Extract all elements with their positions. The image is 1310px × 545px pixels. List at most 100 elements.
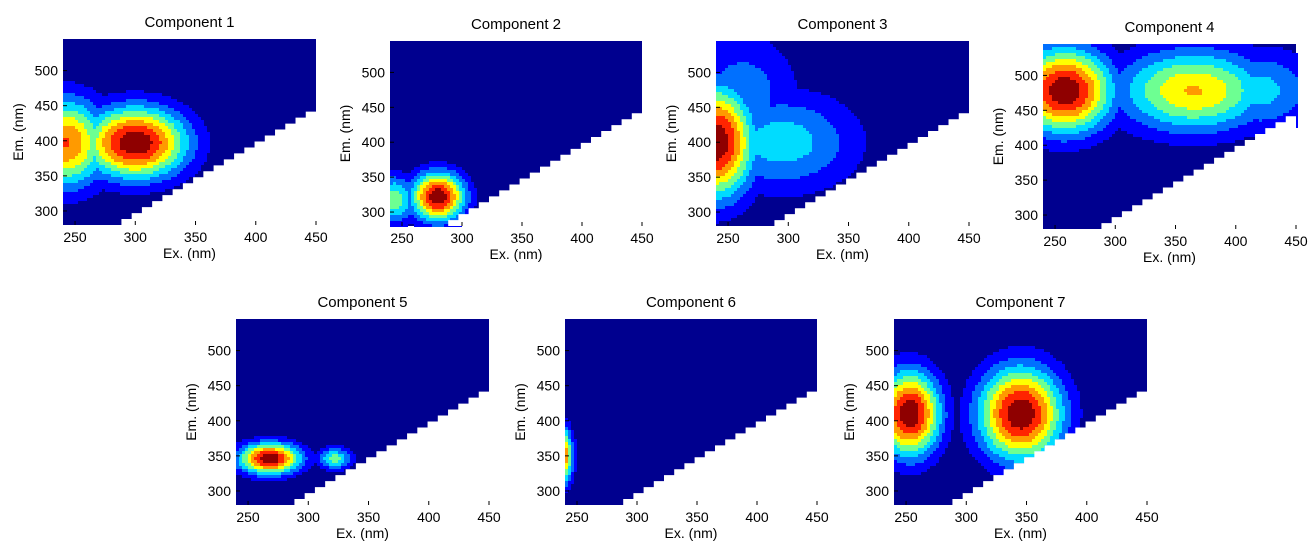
y-axis-label: Em. (nm) bbox=[990, 108, 1006, 166]
x-tick-label: 400 bbox=[570, 230, 594, 246]
x-axis-label: Ex. (nm) bbox=[994, 525, 1047, 541]
y-tick-label: 350 bbox=[362, 169, 386, 185]
x-tick-label: 400 bbox=[244, 229, 268, 245]
panel-title: Component 3 bbox=[797, 16, 887, 33]
panel-title: Component 1 bbox=[144, 14, 234, 31]
y-axis-label: Em. (nm) bbox=[183, 383, 199, 441]
panel-title: Component 6 bbox=[646, 294, 736, 311]
x-tick-label: 350 bbox=[1015, 509, 1039, 525]
x-tick-label: 450 bbox=[630, 230, 654, 246]
scatter-mask bbox=[438, 107, 642, 226]
y-tick-label: 300 bbox=[208, 483, 232, 499]
y-tick-label: 400 bbox=[362, 134, 386, 150]
x-tick-label: 350 bbox=[510, 230, 534, 246]
y-tick-label: 350 bbox=[1015, 172, 1039, 188]
y-tick-label: 350 bbox=[537, 448, 561, 464]
x-tick-label: 400 bbox=[417, 509, 441, 525]
scatter-mask bbox=[1091, 110, 1296, 229]
intensity-field bbox=[63, 81, 210, 204]
y-tick-label: 500 bbox=[1015, 67, 1039, 83]
y-tick-label: 450 bbox=[866, 378, 890, 394]
y-axis-label: Em. (nm) bbox=[512, 383, 528, 441]
x-tick-label: 450 bbox=[957, 230, 981, 246]
y-tick-label: 500 bbox=[362, 64, 386, 80]
y-tick-label: 450 bbox=[537, 378, 561, 394]
y-tick-label: 500 bbox=[537, 343, 561, 359]
y-tick-label: 400 bbox=[688, 134, 712, 150]
intensity-field bbox=[716, 41, 866, 224]
y-tick-label: 500 bbox=[866, 343, 890, 359]
y-axis-label: Em. (nm) bbox=[337, 105, 353, 163]
panel-title: Component 5 bbox=[317, 294, 407, 311]
x-tick-label: 350 bbox=[184, 229, 208, 245]
y-tick-label: 300 bbox=[688, 204, 712, 220]
y-tick-label: 450 bbox=[688, 99, 712, 115]
y-tick-label: 400 bbox=[208, 413, 232, 429]
y-tick-label: 300 bbox=[35, 203, 59, 219]
x-tick-label: 400 bbox=[745, 509, 769, 525]
x-tick-label: 250 bbox=[63, 229, 87, 245]
x-tick-label: 300 bbox=[450, 230, 474, 246]
x-axis-label: Ex. (nm) bbox=[1143, 249, 1196, 265]
x-axis-label: Ex. (nm) bbox=[490, 246, 543, 262]
x-tick-label: 350 bbox=[837, 230, 861, 246]
y-axis-label: Em. (nm) bbox=[663, 105, 679, 163]
y-tick-label: 350 bbox=[35, 168, 59, 184]
x-tick-label: 450 bbox=[1135, 509, 1159, 525]
x-tick-label: 300 bbox=[124, 229, 148, 245]
x-axis-label: Ex. (nm) bbox=[816, 246, 869, 262]
x-tick-label: 250 bbox=[1043, 233, 1067, 249]
x-tick-label: 250 bbox=[565, 509, 589, 525]
x-tick-label: 250 bbox=[716, 230, 740, 246]
x-tick-label: 350 bbox=[1164, 233, 1188, 249]
panel-title: Component 4 bbox=[1124, 19, 1214, 36]
y-tick-label: 300 bbox=[537, 483, 561, 499]
y-tick-label: 450 bbox=[208, 378, 232, 394]
y-tick-label: 400 bbox=[866, 413, 890, 429]
y-tick-label: 400 bbox=[35, 133, 59, 149]
x-tick-label: 450 bbox=[805, 509, 829, 525]
y-tick-label: 450 bbox=[35, 98, 59, 114]
x-tick-label: 450 bbox=[304, 229, 328, 245]
scatter-mask bbox=[111, 105, 316, 225]
x-tick-label: 250 bbox=[390, 230, 414, 246]
y-tick-label: 450 bbox=[1015, 102, 1039, 118]
x-tick-label: 300 bbox=[777, 230, 801, 246]
y-tick-label: 350 bbox=[688, 169, 712, 185]
y-tick-label: 300 bbox=[1015, 207, 1039, 223]
intensity-field bbox=[1043, 44, 1298, 152]
x-tick-label: 350 bbox=[357, 509, 381, 525]
y-axis-label: Em. (nm) bbox=[10, 103, 26, 161]
x-tick-label: 300 bbox=[297, 509, 321, 525]
intensity-field bbox=[236, 436, 356, 481]
x-tick-label: 450 bbox=[477, 509, 501, 525]
x-tick-label: 400 bbox=[897, 230, 921, 246]
x-axis-label: Ex. (nm) bbox=[665, 525, 718, 541]
y-tick-label: 350 bbox=[208, 448, 232, 464]
y-tick-label: 350 bbox=[866, 448, 890, 464]
y-tick-label: 300 bbox=[362, 204, 386, 220]
intensity-field bbox=[565, 418, 577, 493]
x-tick-label: 350 bbox=[685, 509, 709, 525]
x-tick-label: 300 bbox=[1104, 233, 1128, 249]
y-tick-label: 500 bbox=[35, 63, 59, 79]
x-axis-label: Ex. (nm) bbox=[336, 525, 389, 541]
y-tick-label: 500 bbox=[208, 343, 232, 359]
y-tick-label: 300 bbox=[866, 483, 890, 499]
y-tick-label: 500 bbox=[688, 64, 712, 80]
x-tick-label: 400 bbox=[1224, 233, 1248, 249]
scatter-mask bbox=[613, 385, 817, 505]
panel-title: Component 7 bbox=[975, 294, 1065, 311]
scatter-mask bbox=[942, 385, 1147, 505]
x-axis-label: Ex. (nm) bbox=[163, 245, 216, 261]
x-tick-label: 300 bbox=[955, 509, 979, 525]
y-tick-label: 400 bbox=[1015, 137, 1039, 153]
x-tick-label: 250 bbox=[236, 509, 260, 525]
